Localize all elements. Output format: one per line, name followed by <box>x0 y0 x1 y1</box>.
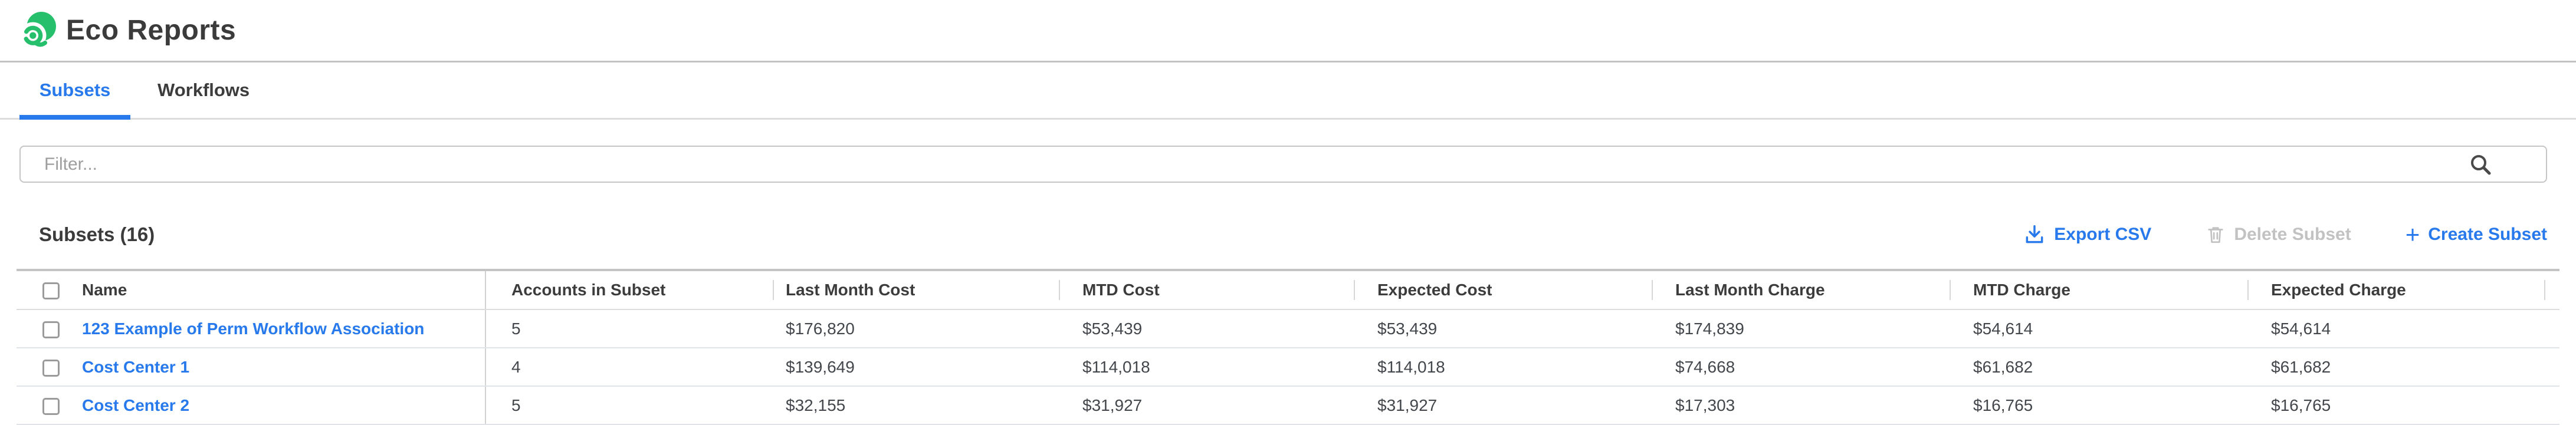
column-header-mtd-cost: MTD Cost <box>1059 270 1354 310</box>
action-buttons: Export CSV Delete Subset + Create Subset <box>2023 220 2547 248</box>
filter-input[interactable] <box>19 146 2547 183</box>
column-header-last-month-charge: Last Month Charge <box>1652 270 1950 310</box>
tab-subsets-label: Subsets <box>39 80 111 100</box>
column-header-accounts: Accounts in Subset <box>485 270 773 310</box>
accounts-cell: 5 <box>485 309 773 348</box>
delete-subset-label: Delete Subset <box>2234 225 2351 244</box>
table-row: Cost Center 2 5 $32,155 $31,927 $31,927 … <box>17 386 2559 425</box>
last-month-charge-cell: $17,303 <box>1652 386 1950 425</box>
export-csv-label: Export CSV <box>2054 225 2152 244</box>
row-checkbox[interactable] <box>42 359 60 377</box>
accounts-cell: 4 <box>485 348 773 387</box>
create-subset-button[interactable]: + Create Subset <box>2405 220 2547 248</box>
subset-name-cell: Cost Center 1 <box>73 348 486 387</box>
mtd-cost-cell: $53,439 <box>1059 309 1354 348</box>
column-header-expected-charge: Expected Charge <box>2247 270 2559 310</box>
mtd-charge-cell: $54,614 <box>1950 309 2247 348</box>
last-month-cost-cell: $32,155 <box>773 386 1059 425</box>
column-header-name: Name <box>73 270 486 310</box>
export-csv-button[interactable]: Export CSV <box>2023 223 2151 246</box>
eco-logo-icon <box>19 11 56 49</box>
row-checkbox-cell <box>17 386 73 425</box>
row-checkbox[interactable] <box>42 397 60 415</box>
select-all-checkbox[interactable] <box>42 282 60 300</box>
delete-subset-button[interactable]: Delete Subset <box>2206 224 2351 245</box>
page-title: Eco Reports <box>66 15 237 46</box>
last-month-charge-cell: $174,839 <box>1652 309 1950 348</box>
table-header-row: Name Accounts in Subset Last Month Cost … <box>17 270 2559 310</box>
app-header: Eco Reports <box>0 0 2576 62</box>
mtd-charge-cell: $16,765 <box>1950 386 2247 425</box>
column-header-mtd-charge: MTD Charge <box>1950 270 2247 310</box>
mtd-charge-cell: $61,682 <box>1950 348 2247 387</box>
subset-name-link[interactable]: Cost Center 1 <box>82 357 190 376</box>
expected-cost-cell: $31,927 <box>1354 386 1652 425</box>
table-row: Cost Center 1 4 $139,649 $114,018 $114,0… <box>17 348 2559 387</box>
section-head: Subsets (16) Export CSV Delete Subset + … <box>0 217 2576 252</box>
download-icon <box>2026 225 2043 243</box>
tab-bar: Subsets Workflows <box>0 62 2576 120</box>
accounts-cell: 5 <box>485 386 773 425</box>
section-title: Subsets (16) <box>39 223 155 245</box>
search-icon[interactable] <box>2468 152 2493 177</box>
column-header-expected-cost: Expected Cost <box>1354 270 1652 310</box>
expected-charge-cell: $54,614 <box>2247 309 2559 348</box>
last-month-cost-cell: $176,820 <box>773 309 1059 348</box>
last-month-charge-cell: $74,668 <box>1652 348 1950 387</box>
row-checkbox-cell <box>17 309 73 348</box>
tab-workflows[interactable]: Workflows <box>140 62 267 118</box>
expected-charge-cell: $61,682 <box>2247 348 2559 387</box>
table-row: 123 Example of Perm Workflow Association… <box>17 309 2559 348</box>
subset-name-link[interactable]: Cost Center 2 <box>82 396 190 414</box>
filter-bar <box>19 146 2547 183</box>
mtd-cost-cell: $31,927 <box>1059 386 1354 425</box>
tab-workflows-label: Workflows <box>157 80 250 100</box>
tab-subsets[interactable]: Subsets <box>19 62 130 120</box>
subsets-table: Name Accounts in Subset Last Month Cost … <box>17 269 2559 425</box>
row-checkbox[interactable] <box>42 321 60 338</box>
subset-name-cell: 123 Example of Perm Workflow Association <box>73 309 486 348</box>
mtd-cost-cell: $114,018 <box>1059 348 1354 387</box>
column-header-last-month-cost: Last Month Cost <box>773 270 1059 310</box>
create-subset-label: Create Subset <box>2428 225 2547 244</box>
header-checkbox-cell <box>17 270 73 310</box>
expected-cost-cell: $114,018 <box>1354 348 1652 387</box>
plus-icon: + <box>2405 220 2420 248</box>
row-checkbox-cell <box>17 348 73 387</box>
expected-charge-cell: $16,765 <box>2247 386 2559 425</box>
last-month-cost-cell: $139,649 <box>773 348 1059 387</box>
expected-cost-cell: $53,439 <box>1354 309 1652 348</box>
subset-name-link[interactable]: 123 Example of Perm Workflow Association <box>82 319 425 338</box>
subset-name-cell: Cost Center 2 <box>73 386 486 425</box>
trash-icon <box>2208 227 2223 243</box>
